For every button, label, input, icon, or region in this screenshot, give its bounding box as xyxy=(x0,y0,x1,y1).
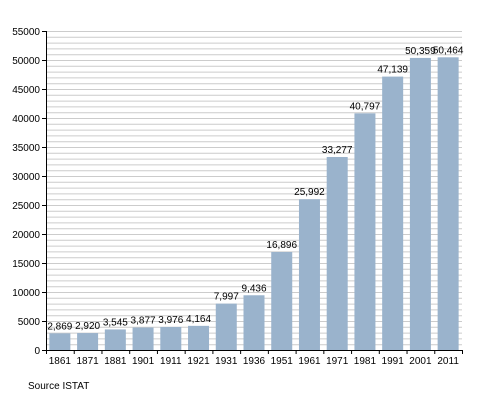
y-tick-label: 45000 xyxy=(12,85,40,96)
x-tick-label-2001: 2001 xyxy=(409,356,432,367)
data-label-1991: 47,139 xyxy=(377,65,408,76)
data-labels: 2,869 2,920 3,545 3,877 3,976 4,1647,9979,436… xyxy=(47,45,464,332)
x-tick-label-1921: 1921 xyxy=(187,356,210,367)
bars xyxy=(49,57,459,351)
x-tick-label-1911: 1911 xyxy=(160,356,182,367)
y-tick-label: 0 xyxy=(34,346,40,357)
bar-2011 xyxy=(437,57,459,350)
x-tick-label-1901: 1901 xyxy=(132,356,155,367)
x-tick-label-1961: 1961 xyxy=(298,356,321,367)
bar-1911 xyxy=(160,326,182,350)
y-tick-label: 50000 xyxy=(12,56,40,67)
data-label-1936: 9,436 xyxy=(241,283,266,294)
bar-1901 xyxy=(132,327,154,350)
data-label-1961: 25,992 xyxy=(294,187,325,198)
y-tick-label: 25000 xyxy=(12,201,40,212)
bar-2001 xyxy=(409,57,431,351)
x-tick-label-2011: 2011 xyxy=(437,356,459,367)
data-label-2011: 50,464 xyxy=(433,45,464,56)
bar-1881 xyxy=(104,329,126,350)
bar-1931 xyxy=(215,303,237,350)
y-tick-label: 40000 xyxy=(12,114,40,125)
x-tick-labels: 1861 1871 1881 1901 1911 1921 1931 1936 1951 1961… xyxy=(49,356,460,367)
data-label-1921: 4,164 xyxy=(186,314,211,325)
y-tick-label: 30000 xyxy=(12,172,40,183)
y-tick-label: 15000 xyxy=(12,259,40,270)
data-label-1981: 40,797 xyxy=(350,101,381,112)
y-tick-label: 35000 xyxy=(12,143,40,154)
x-tick-label-1971: 1971 xyxy=(326,356,349,367)
data-label-2001: 50,359 xyxy=(405,46,436,57)
x-tick-label-1881: 1881 xyxy=(104,356,127,367)
bar-1921 xyxy=(188,325,210,350)
x-tick-label-1931: 1931 xyxy=(215,356,238,367)
bar-1951 xyxy=(271,252,293,350)
x-tick-label-1936: 1936 xyxy=(243,356,266,367)
bar-1936 xyxy=(243,295,265,350)
data-label-1931: 7,997 xyxy=(214,292,239,303)
data-label-1861: 2,869 xyxy=(47,321,72,332)
x-tick-label-1861: 1861 xyxy=(49,356,72,367)
x-tick-label-1951: 1951 xyxy=(271,356,294,367)
y-tick-label: 20000 xyxy=(12,230,40,241)
data-label-1951: 16,896 xyxy=(266,240,297,251)
bar-1971 xyxy=(326,156,348,350)
x-tick-label-1981: 1981 xyxy=(354,356,377,367)
axes xyxy=(42,31,463,354)
data-label-1911: 3,976 xyxy=(158,315,183,326)
y-tick-label: 10000 xyxy=(12,288,40,299)
bar-1861 xyxy=(49,333,71,350)
x-tick-label-1991: 1991 xyxy=(382,356,405,367)
y-tick-labels: 0 5000 10000 15000 20000 25000 30000 35000 40000… xyxy=(12,27,40,357)
data-label-1971: 33,277 xyxy=(322,145,353,156)
data-label-1871: 2,920 xyxy=(75,321,100,332)
bar-1981 xyxy=(354,113,376,350)
source-note: Source ISTAT xyxy=(28,381,90,392)
bar-1961 xyxy=(298,199,320,350)
bar-1871 xyxy=(77,333,99,350)
x-tick-label-1871: 1871 xyxy=(76,356,99,367)
y-tick-label: 55000 xyxy=(12,27,40,38)
data-label-1881: 3,545 xyxy=(103,317,128,328)
data-label-1901: 3,877 xyxy=(131,316,156,327)
bar-1991 xyxy=(382,76,404,350)
y-tick-label: 5000 xyxy=(18,317,41,328)
